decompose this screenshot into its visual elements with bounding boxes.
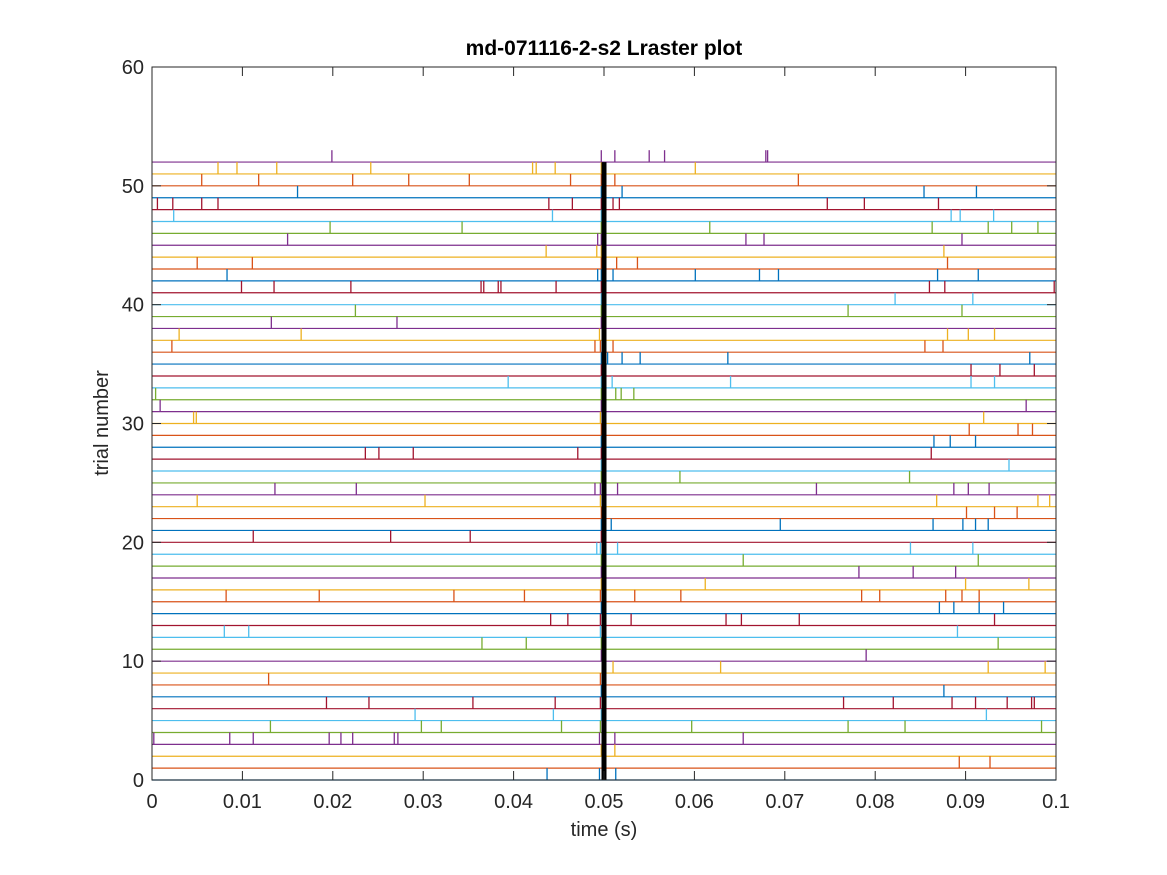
x-tick-label: 0.06: [675, 791, 714, 813]
x-tick-label: 0.04: [494, 791, 533, 813]
y-tick-label: 10: [122, 651, 144, 673]
y-tick-label: 60: [122, 57, 144, 79]
x-tick-label: 0.1: [1042, 791, 1070, 813]
x-tick-label: 0.03: [404, 791, 443, 813]
x-tick-label: 0.08: [856, 791, 895, 813]
y-tick-label: 20: [122, 532, 144, 554]
y-tick-label: 50: [122, 176, 144, 198]
y-tick-label: 40: [122, 295, 144, 317]
x-tick-label: 0.05: [585, 791, 624, 813]
x-tick-label: 0.09: [946, 791, 985, 813]
plot-area: [151, 66, 1057, 781]
x-axis-title: time (s): [571, 819, 638, 841]
x-tick-label: 0.01: [223, 791, 262, 813]
x-tick-label: 0.02: [313, 791, 352, 813]
x-axis: 0 0.01 0.02 0.03 0.04 0.05 0.06 0.07 0.08 0.09 0.1: [146, 67, 1070, 813]
y-tick-label: 0: [133, 770, 144, 792]
y-axis-title: trial number: [91, 370, 113, 476]
x-tick-label: 0.07: [765, 791, 804, 813]
y-axis: 0 10 20 30 40 50 60: [122, 57, 1056, 792]
x-tick-label: 0: [146, 791, 157, 813]
y-tick-label: 30: [122, 414, 144, 436]
spike-layer: [153, 150, 1055, 780]
chart-title: md-071116-2-s2 Lraster plot: [466, 37, 743, 60]
